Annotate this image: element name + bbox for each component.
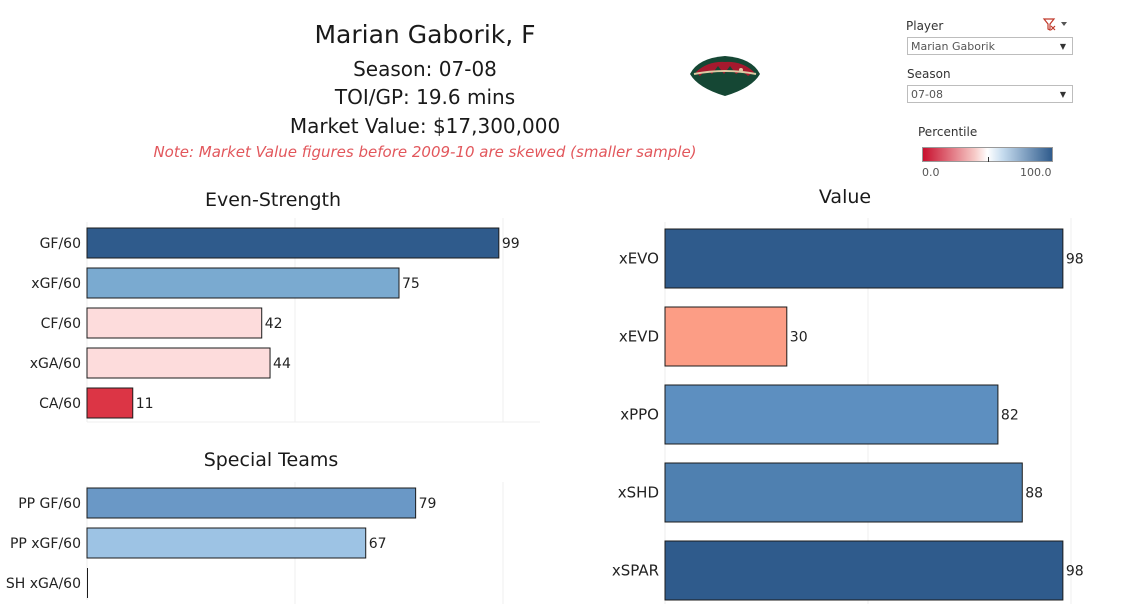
percentile-color-legend bbox=[922, 147, 1053, 162]
bar bbox=[664, 384, 999, 445]
chevron-down-icon: ▼ bbox=[1059, 90, 1066, 99]
data-label: 98 bbox=[1066, 564, 1084, 580]
market-value-line: Market Value: $17,300,000 bbox=[289, 114, 561, 138]
data-label: 79 bbox=[419, 496, 437, 512]
category-label: xSHD bbox=[618, 484, 659, 502]
category-label: CF/60 bbox=[41, 316, 81, 332]
season-line: Season: 07-08 bbox=[353, 57, 497, 81]
legend-min-label: 0.0 bbox=[922, 166, 940, 179]
category-label: xSPAR bbox=[612, 562, 659, 580]
data-label: 99 bbox=[502, 236, 520, 252]
data-label: 88 bbox=[1025, 486, 1043, 502]
bar bbox=[664, 540, 1064, 601]
bar bbox=[664, 462, 1023, 523]
bar bbox=[664, 306, 788, 367]
category-label: xGF/60 bbox=[31, 276, 81, 292]
data-label: 67 bbox=[369, 536, 387, 552]
data-label: 82 bbox=[1001, 408, 1019, 424]
bar bbox=[86, 387, 134, 419]
season-select-value: 07-08 bbox=[911, 88, 943, 101]
legend-midpoint-tick bbox=[988, 157, 989, 162]
bar bbox=[86, 227, 500, 259]
special-teams-title: Special Teams bbox=[203, 449, 339, 471]
player-select-value: Marian Gaborik bbox=[911, 40, 995, 53]
bar bbox=[86, 307, 263, 339]
even-strength-title: Even-Strength bbox=[204, 189, 342, 211]
season-select[interactable]: 07-08 ▼ bbox=[907, 85, 1073, 103]
category-label: SH xGA/60 bbox=[6, 576, 81, 592]
category-label: GF/60 bbox=[40, 236, 81, 252]
market-value-note: Note: Market Value figures before 2009-1… bbox=[153, 143, 697, 161]
player-select[interactable]: Marian Gaborik ▼ bbox=[907, 37, 1073, 55]
data-label: 30 bbox=[790, 330, 808, 346]
toi-line: TOI/GP: 19.6 mins bbox=[334, 85, 516, 109]
bar bbox=[664, 228, 1064, 289]
bar bbox=[86, 527, 367, 559]
value-title: Value bbox=[818, 186, 872, 208]
bar bbox=[86, 347, 271, 379]
category-label: CA/60 bbox=[39, 396, 81, 412]
data-label: 44 bbox=[273, 356, 291, 372]
category-label: PP xGF/60 bbox=[10, 536, 81, 552]
player-title: Marian Gaborik, F bbox=[314, 20, 536, 49]
bar bbox=[86, 487, 417, 519]
season-filter-label: Season bbox=[907, 67, 951, 81]
player-filter-label: Player bbox=[906, 19, 944, 33]
minnesota-wild-logo bbox=[690, 56, 760, 96]
legend-max-label: 100.0 bbox=[1020, 166, 1052, 179]
legend-title: Percentile bbox=[918, 125, 978, 139]
category-label: xPPO bbox=[620, 406, 659, 424]
category-label: xEVD bbox=[619, 328, 659, 346]
data-label: 75 bbox=[402, 276, 420, 292]
data-label: 42 bbox=[265, 316, 283, 332]
clear-filter-icon[interactable] bbox=[1042, 17, 1070, 33]
data-label: 11 bbox=[136, 396, 154, 412]
bar bbox=[86, 267, 400, 299]
chevron-down-icon: ▼ bbox=[1059, 42, 1066, 51]
data-label: 98 bbox=[1066, 252, 1084, 268]
category-label: PP GF/60 bbox=[18, 496, 81, 512]
category-label: xGA/60 bbox=[30, 356, 81, 372]
category-label: xEVO bbox=[619, 250, 659, 268]
